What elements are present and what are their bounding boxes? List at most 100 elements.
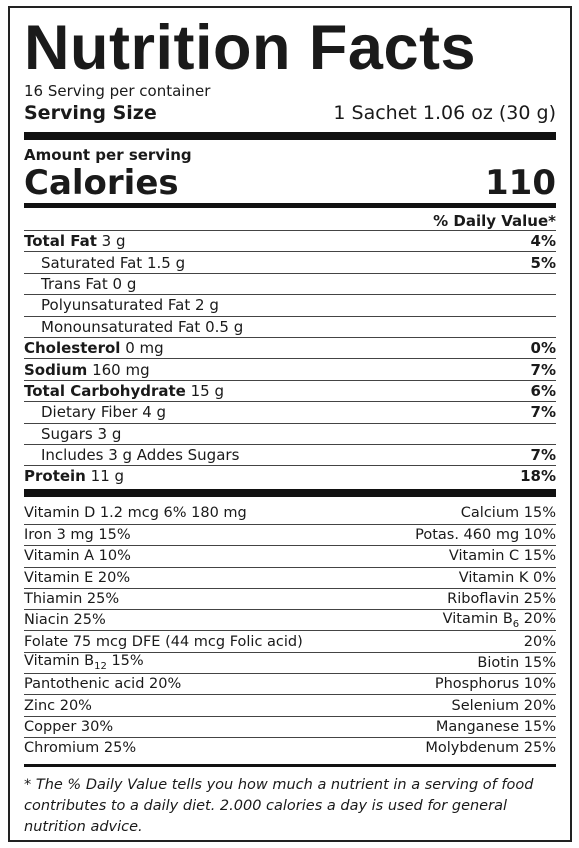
nutrient-name: Sodium — [24, 360, 88, 379]
daily-value: 7% — [530, 403, 556, 422]
vitamin-row: Vitamin A 10% Vitamin C 15% — [24, 545, 556, 566]
nutrient-name-amount: Dietary Fiber 4 g — [24, 403, 166, 421]
daily-value: 7% — [530, 360, 556, 379]
vitamin-left: Iron 3 mg 15% — [24, 527, 131, 544]
vitamin-row: Copper 30% Manganese 15% — [24, 715, 556, 737]
vitamin-right: Calcium 15% — [460, 505, 556, 522]
nutrition-label: Nutrition Facts 16 Serving per container… — [8, 6, 572, 842]
nutrient-amount: 1.5 g — [146, 253, 186, 272]
nutrient-name: Protein — [24, 467, 86, 486]
nutrient-name: Sugars — [41, 424, 93, 443]
divider — [24, 488, 556, 497]
nutrient-amount: 3 g — [97, 424, 122, 443]
servings: 16 Serving per container — [24, 82, 211, 100]
divider — [24, 132, 556, 140]
nutrient-name-amount: Trans Fat 0 g — [24, 275, 136, 293]
nutrient-name-amount: Cholesterol 0 mg — [24, 339, 164, 357]
nutrient-row: Total Carbohydrate 15 g 6% — [24, 379, 556, 401]
nutrient-name-amount: Sodium 160 mg — [24, 361, 150, 379]
vitamins: Vitamin D 1.2 mcg 6% 180 mg Calcium 15% Ir… — [24, 503, 556, 759]
vitamin-row: Niacin 25% Vitamin B6 20% — [24, 609, 556, 630]
nutrient-amount: 3 g — [101, 232, 126, 251]
daily-value: 7% — [530, 446, 556, 465]
nutrient-row: Saturated Fat 1.5 g 5% — [24, 251, 556, 272]
nutrient-amount: 4 g — [142, 403, 167, 422]
vitamin-row: Vitamin D 1.2 mcg 6% 180 mg Calcium 15% — [24, 503, 556, 524]
daily-value: 6% — [530, 381, 556, 400]
text: Vitamin B — [442, 610, 513, 627]
nutrient-name: Dietary Fiber — [41, 403, 138, 422]
vitamin-left: Pantothenic acid 20% — [24, 676, 182, 693]
nutrient-name-amount: Includes 3 g Addes Sugars — [24, 446, 239, 464]
nutrient-name: Trans Fat — [41, 274, 108, 293]
vitamin-left: Vitamin B12 15% — [24, 653, 144, 672]
calories-value: 110 — [485, 163, 556, 203]
nutrient-amount: 3 g Addes Sugars — [108, 446, 240, 465]
vitamin-right: Biotin 15% — [477, 654, 556, 671]
vitamin-row: Vitamin B12 15% Biotin 15% — [24, 651, 556, 673]
nutrients: Total Fat 3 g 4% Saturated Fat 1.5 g 5% Tran… — [24, 230, 556, 487]
text: 20% — [519, 610, 556, 627]
vitamin-right: Riboflavin 25% — [447, 591, 556, 608]
subscript: 6 — [512, 618, 520, 630]
divider — [24, 764, 556, 768]
vitamin-row: Pantothenic acid 20% Phosphorus 10% — [24, 673, 556, 694]
serving-size-label: Serving Size — [24, 102, 157, 124]
vitamin-left: Vitamin A 10% — [24, 548, 131, 565]
nutrient-name: Includes — [41, 446, 104, 465]
nutrient-row: Polyunsaturated Fat 2 g — [24, 294, 556, 315]
nutrient-name: Saturated Fat — [41, 253, 143, 272]
vitamin-right: Potas. 460 mg 10% — [415, 527, 556, 544]
nutrient-amount: 0 mg — [125, 339, 164, 358]
vitamin-right: Molybdenum 25% — [425, 740, 556, 757]
vitamin-right: Phosphorus 10% — [434, 676, 556, 693]
nutrient-row: Monounsaturated Fat 0.5 g — [24, 315, 556, 337]
nutrient-name-amount: Polyunsaturated Fat 2 g — [24, 296, 219, 314]
nutrient-amount: 160 mg — [92, 360, 150, 379]
vitamin-right: Manganese 15% — [435, 718, 556, 735]
nutrient-row: Total Fat 3 g 4% — [24, 230, 556, 251]
nutrient-name-amount: Protein 11 g — [24, 467, 124, 485]
vitamin-left: Vitamin E 20% — [24, 569, 131, 586]
vitamin-row: Iron 3 mg 15% Potas. 460 mg 10% — [24, 523, 556, 545]
daily-value-header: % Daily Value* — [433, 212, 556, 230]
nutrient-row: Includes 3 g Addes Sugars 7% — [24, 443, 556, 465]
nutrient-amount: 15 g — [190, 381, 225, 400]
nutrient-row: Sodium 160 mg 7% — [24, 358, 556, 379]
nutrient-name: Total Carbohydrate — [24, 381, 186, 400]
amount-per-serving: Amount per serving — [24, 146, 192, 164]
nutrient-name: Cholesterol — [24, 339, 121, 358]
vitamin-left: Thiamin 25% — [24, 591, 120, 608]
nutrient-row: Cholesterol 0 mg 0% — [24, 336, 556, 358]
vitamin-row: Folate 75 mcg DFE (44 mcg Folic acid) 20% — [24, 630, 556, 651]
vitamin-right: Vitamin K 0% — [458, 569, 556, 586]
nutrient-row: Trans Fat 0 g — [24, 272, 556, 294]
vitamin-left: Chromium 25% — [24, 740, 137, 757]
vitamin-row: Zinc 20% Selenium 20% — [24, 694, 556, 715]
text: 15% — [106, 653, 144, 670]
vitamin-left: Vitamin D 1.2 mcg 6% 180 mg — [24, 505, 247, 522]
nutrient-amount: 11 g — [90, 467, 125, 486]
serving-size-value: 1 Sachet 1.06 oz (30 g) — [333, 102, 556, 124]
serving-size-row: Serving Size 1 Sachet 1.06 oz (30 g) — [24, 100, 556, 126]
vitamin-row: Vitamin E 20% Vitamin K 0% — [24, 566, 556, 588]
nutrient-amount: 0.5 g — [205, 317, 244, 336]
nutrient-name-amount: Monounsaturated Fat 0.5 g — [24, 318, 243, 336]
title: Nutrition Facts — [24, 13, 477, 83]
daily-value: 18% — [520, 467, 556, 486]
vitamin-right: Vitamin B6 20% — [443, 611, 556, 630]
calories-row: Calories 110 — [24, 163, 556, 203]
nutrient-name: Total Fat — [24, 232, 97, 251]
text: Vitamin B — [24, 653, 95, 670]
vitamin-right: Vitamin C 15% — [448, 548, 556, 565]
daily-value: 0% — [530, 339, 556, 358]
nutrient-name-amount: Sugars 3 g — [24, 425, 121, 443]
nutrient-amount: 0 g — [112, 274, 137, 293]
daily-value: 5% — [530, 253, 556, 272]
nutrient-row: Dietary Fiber 4 g 7% — [24, 401, 556, 422]
nutrient-name-amount: Saturated Fat 1.5 g — [24, 254, 185, 272]
nutrient-amount: 2 g — [195, 296, 219, 315]
nutrient-row: Protein 11 g 18% — [24, 465, 556, 486]
vitamin-row: Chromium 25% Molybdenum 25% — [24, 736, 556, 758]
nutrient-row: Sugars 3 g — [24, 422, 556, 444]
